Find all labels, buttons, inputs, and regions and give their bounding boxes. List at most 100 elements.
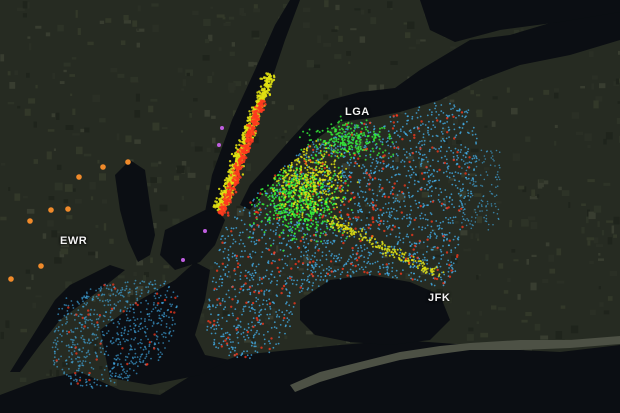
low-density-dot — [306, 288, 309, 291]
low-density-dot — [387, 226, 390, 229]
land-speck — [224, 184, 228, 188]
low-density-dot — [434, 245, 436, 248]
high-density-dot — [238, 139, 241, 142]
low-density-dot — [291, 258, 293, 260]
low-density-dot — [419, 140, 421, 143]
low-density-dot — [77, 309, 80, 311]
low-density-dot — [401, 159, 404, 162]
low-density-dot — [224, 237, 227, 240]
low-density-dot — [226, 275, 229, 278]
low-density-dot — [377, 161, 379, 163]
low-density-dot — [285, 302, 287, 305]
low-density-dot — [384, 203, 387, 205]
low-density-dot — [422, 259, 424, 261]
mid-density-dot — [359, 132, 362, 135]
low-density-dot — [339, 204, 342, 207]
low-density-dot — [475, 137, 478, 140]
high-density-dot — [228, 164, 232, 167]
land-speck — [598, 258, 604, 261]
low-density-dot — [319, 259, 322, 262]
land-speck — [109, 378, 117, 386]
low-density-dot — [345, 176, 348, 179]
mid-density-dot — [316, 146, 319, 149]
low-density-dot — [157, 309, 160, 312]
low-density-dot — [444, 189, 447, 191]
land-speck — [89, 181, 96, 190]
low-density-dot — [395, 141, 398, 143]
mid-density-dot — [315, 193, 318, 196]
mid-density-dot — [305, 188, 308, 191]
low-density-dot — [350, 276, 352, 278]
low-density-dot — [235, 326, 238, 329]
land-speck — [150, 177, 157, 183]
low-density-dot — [313, 266, 315, 269]
low-density-dot — [322, 232, 325, 235]
low-density-dot — [375, 241, 377, 244]
low-density-dot — [285, 182, 288, 184]
low-density-dot — [303, 278, 306, 281]
low-density-dot — [101, 293, 104, 296]
low-density-dot — [464, 195, 466, 198]
low-density-dot — [103, 304, 106, 307]
low-density-dot — [427, 175, 430, 178]
low-density-dot — [257, 263, 260, 266]
low-density-dot — [397, 134, 399, 137]
low-density-dot — [347, 260, 349, 263]
low-density-dot — [77, 360, 79, 363]
low-density-dot — [303, 241, 306, 244]
land-speck — [69, 74, 75, 77]
low-density-dot — [263, 292, 265, 294]
low-density-dot — [264, 223, 267, 226]
mid-density-dot — [328, 212, 331, 215]
mid-density-dot — [323, 230, 326, 233]
low-density-dot — [147, 286, 150, 288]
low-density-dot — [270, 327, 273, 329]
low-density-dot — [422, 253, 425, 256]
low-density-dot — [372, 250, 374, 253]
low-density-dot — [340, 209, 342, 212]
low-density-dot — [305, 156, 308, 159]
low-density-dot — [65, 297, 68, 299]
low-density-dot — [158, 356, 161, 359]
mid-density-dot — [304, 233, 307, 236]
low-density-dot — [352, 271, 355, 274]
low-density-dot — [105, 345, 108, 348]
low-density-dot — [424, 214, 427, 216]
low-density-dot — [60, 355, 62, 358]
land-speck — [99, 173, 106, 181]
mid-density-dot — [286, 207, 289, 210]
low-density-dot — [125, 285, 128, 288]
low-density-dot — [109, 370, 112, 372]
low-density-dot — [99, 384, 102, 387]
low-density-dot — [381, 141, 384, 144]
mid-density-dot — [342, 135, 345, 138]
low-density-dot — [93, 333, 96, 336]
low-density-dot — [172, 319, 174, 322]
low-density-dot — [241, 231, 244, 234]
mid-density-dot — [298, 229, 301, 232]
low-density-dot — [59, 333, 62, 336]
land-speck — [264, 317, 269, 325]
mid-density-dot — [300, 174, 303, 177]
low-density-dot — [383, 193, 386, 196]
land-speck — [16, 7, 25, 12]
high-density-dot — [319, 190, 322, 193]
low-density-dot — [77, 356, 79, 359]
low-density-dot — [429, 212, 432, 214]
low-density-dot — [313, 255, 316, 258]
low-density-dot — [494, 195, 496, 198]
low-density-dot — [125, 310, 128, 312]
low-density-dot — [226, 228, 229, 231]
low-density-dot — [289, 325, 291, 328]
low-density-dot — [258, 290, 260, 293]
mid-density-dot — [320, 204, 323, 207]
low-density-dot — [371, 189, 374, 192]
low-density-dot — [465, 176, 467, 179]
low-density-dot — [451, 219, 454, 222]
low-density-dot — [449, 217, 452, 219]
land-speck — [46, 373, 53, 376]
low-density-dot — [439, 221, 442, 224]
low-density-dot — [70, 300, 73, 302]
